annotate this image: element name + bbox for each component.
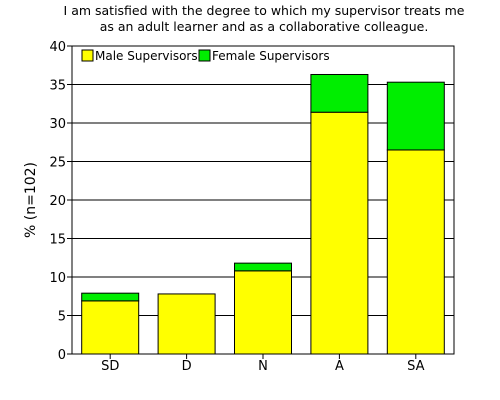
- y-tick-label: 5: [58, 310, 66, 325]
- bar-n-female: [234, 262, 292, 272]
- plot-frame: [71, 45, 455, 355]
- y-tick-label: 15: [49, 233, 66, 248]
- bar-d-male: [157, 293, 216, 355]
- bar-n-male: [234, 270, 292, 355]
- y-tick-label: 30: [49, 117, 66, 132]
- x-tick-label-sd: SD: [101, 359, 119, 374]
- y-tick-label: 35: [49, 79, 66, 94]
- x-axis-ticks: SD D N A SA: [101, 354, 425, 374]
- bar-sd-male: [81, 300, 140, 355]
- legend-label-female: Female Supervisors: [212, 49, 330, 63]
- y-axis-ticks: 0 5 10 15 20 25 30 35 40: [49, 40, 72, 363]
- bars: [81, 73, 445, 355]
- y-axis-label: % (n=102): [23, 162, 39, 238]
- gridlines: [72, 84, 454, 316]
- chart-title-line-1: I am satisfied with the degree to which …: [64, 3, 465, 18]
- y-tick-label: 25: [49, 156, 66, 171]
- legend-swatch-male: [81, 49, 94, 62]
- legend-label-male: Male Supervisors: [95, 49, 198, 63]
- x-tick-label-sa: SA: [407, 359, 424, 374]
- bar-sa-male: [386, 149, 445, 355]
- bar-a-male: [310, 111, 369, 355]
- x-tick-label-n: N: [258, 359, 268, 374]
- x-tick-label-a: A: [335, 359, 344, 374]
- legend-swatch-female: [198, 49, 211, 62]
- x-tick-label-d: D: [182, 359, 192, 374]
- y-tick-label: 40: [49, 40, 66, 55]
- y-tick-label: 0: [58, 348, 66, 363]
- bar-sa-female: [386, 81, 445, 151]
- y-tick-label: 20: [49, 194, 66, 209]
- legend: Male Supervisors Female Supervisors: [81, 49, 330, 63]
- bar-sd-female: [81, 292, 140, 302]
- y-tick-label: 10: [49, 271, 66, 286]
- bar-a-female: [310, 73, 369, 113]
- chart-title-line-2: as an adult learner and as a collaborati…: [100, 19, 429, 34]
